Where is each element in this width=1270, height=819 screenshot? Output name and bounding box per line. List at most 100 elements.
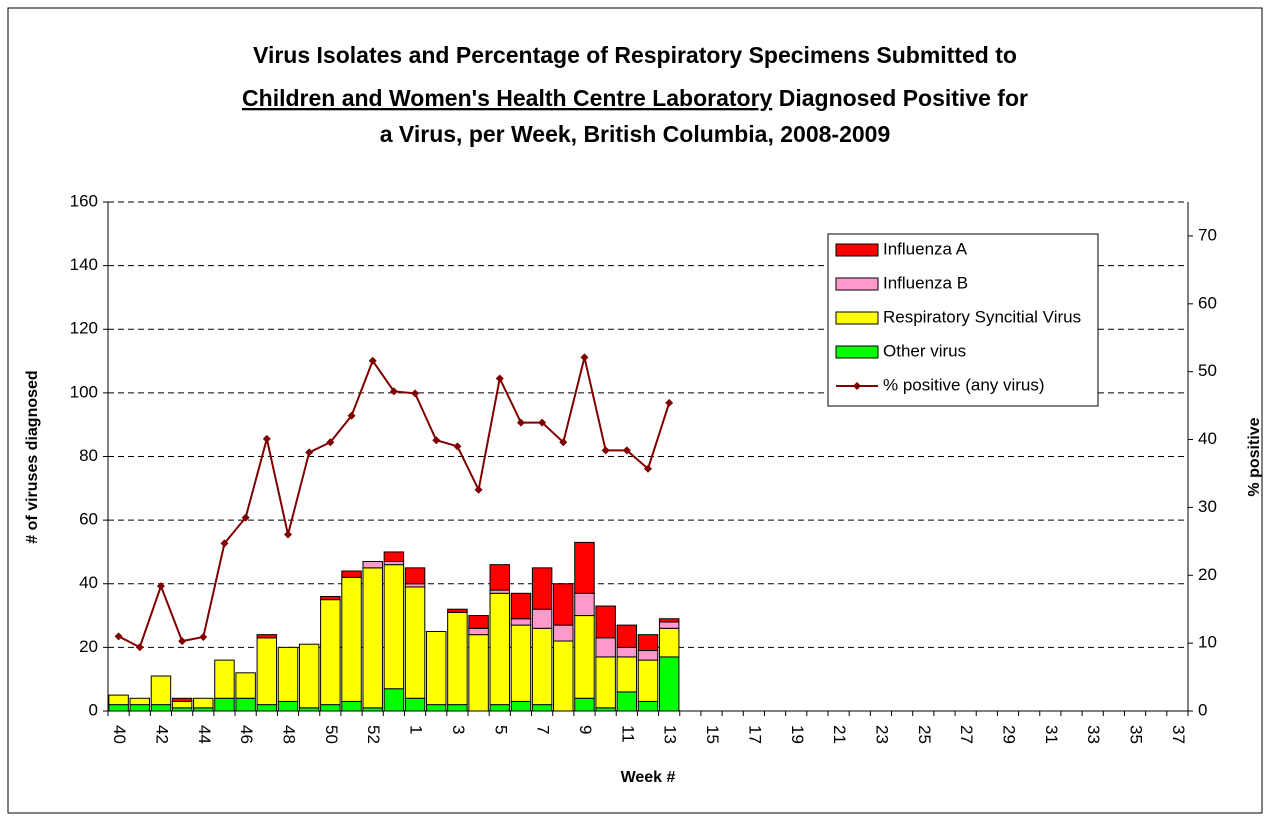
legend: Influenza A Influenza B Respiratory Syncit… <box>827 233 1099 407</box>
bar-segment <box>574 541 595 594</box>
bar-segment <box>489 564 511 591</box>
y-tick-label: 80 <box>79 446 98 465</box>
bar-segment <box>256 634 278 639</box>
x-tick-label: 13 <box>661 725 680 744</box>
x-tick-label: 1 <box>407 725 426 734</box>
x-tick-label: 48 <box>280 725 299 744</box>
bar-segment <box>320 595 341 601</box>
y-tick-label: 0 <box>89 700 98 719</box>
bar-segment <box>510 700 532 712</box>
bar-segment <box>277 700 299 712</box>
bar-segment <box>616 624 638 648</box>
bar-segment <box>637 650 659 661</box>
line-marker <box>305 448 314 457</box>
line-marker <box>220 539 229 548</box>
legend-label: Other virus <box>883 341 966 360</box>
x-tick-label: 21 <box>830 725 849 744</box>
bar-segment <box>320 599 341 706</box>
x-tick-label: 17 <box>745 725 764 744</box>
bar-segment <box>108 694 129 706</box>
x-tick-label: 35 <box>1127 725 1146 744</box>
line-marker <box>156 582 165 591</box>
bar-segment <box>320 704 341 712</box>
x-tick-label: 19 <box>788 725 807 744</box>
bar-segment <box>531 704 553 712</box>
bar-segment <box>574 697 595 712</box>
x-tick-label: 31 <box>1042 725 1061 744</box>
bar-segment <box>235 672 256 699</box>
x-tick-label: 44 <box>195 725 214 744</box>
y-tick-label: 120 <box>70 319 98 338</box>
bar-segment <box>468 615 489 629</box>
bar-segment <box>616 691 638 712</box>
line-marker <box>622 446 631 455</box>
x-tick-label: 25 <box>915 725 934 744</box>
bar-segment <box>383 551 405 562</box>
x-tick-label: 52 <box>364 725 383 744</box>
bar-segment <box>574 592 595 617</box>
bar-segment <box>447 704 468 712</box>
bar-segment <box>510 618 532 626</box>
bar-segment <box>298 643 320 709</box>
chart-title-rest: Diagnosed Positive for <box>779 85 1028 111</box>
x-tick-label: 29 <box>1000 725 1019 744</box>
y-tick-label: 140 <box>70 255 98 274</box>
y2-tick-label: 20 <box>1198 565 1217 584</box>
legend-label: % positive (any virus) <box>883 375 1045 394</box>
line-marker <box>495 374 504 383</box>
legend-swatch <box>835 277 879 291</box>
legend-label: Influenza B <box>883 273 968 292</box>
y2-tick-label: 40 <box>1198 429 1217 448</box>
y2-tick-label: 70 <box>1198 225 1217 244</box>
y2-tick-label: 10 <box>1198 633 1217 652</box>
bar-segment <box>616 646 638 658</box>
line-marker <box>516 418 525 427</box>
line-marker <box>178 637 187 646</box>
line-marker <box>368 356 377 365</box>
bar-segment <box>637 634 659 652</box>
bar-segment <box>341 700 362 712</box>
bar-segment <box>658 621 680 629</box>
x-tick-label: 27 <box>957 725 976 744</box>
bar-segment <box>468 634 489 712</box>
y-tick-label: 40 <box>79 573 98 592</box>
line-marker <box>432 436 441 445</box>
bar-segment <box>404 586 426 699</box>
x-tick-label: 11 <box>618 725 637 743</box>
line-marker <box>326 438 335 447</box>
x-tick-label: 50 <box>322 725 341 744</box>
line-marker <box>644 464 652 473</box>
bar-segment <box>129 697 151 706</box>
line-marker <box>665 398 674 407</box>
line-marker <box>474 485 483 494</box>
line-marker <box>389 387 398 396</box>
bar-segment <box>235 697 256 712</box>
y2-axis-label: % positive <box>1246 417 1263 496</box>
bar-segment <box>553 624 574 642</box>
bar-segment <box>489 704 511 712</box>
y-tick-label: 100 <box>70 382 98 401</box>
line-marker <box>199 633 208 642</box>
bar-segment <box>362 560 383 569</box>
line-marker <box>262 434 271 443</box>
bar-segment <box>425 630 447 706</box>
bar-segment <box>637 700 659 712</box>
bar-segment <box>214 659 235 699</box>
legend-marker <box>853 382 861 390</box>
x-tick-label: 7 <box>534 725 553 734</box>
bar-segment <box>150 704 172 712</box>
bar-segment <box>214 697 235 712</box>
x-tick-label: 3 <box>449 725 468 734</box>
legend-swatch <box>835 311 879 325</box>
bar-segment <box>658 656 680 712</box>
bar-segment <box>510 624 532 702</box>
chart-title: Virus Isolates and Percentage of Respira… <box>253 42 1017 68</box>
x-tick-label: 23 <box>872 725 891 744</box>
legend-label: Influenza A <box>883 239 968 258</box>
bar-segment <box>489 592 511 706</box>
bar-segment <box>404 697 426 712</box>
line-marker <box>601 446 610 455</box>
line-marker <box>241 513 250 522</box>
